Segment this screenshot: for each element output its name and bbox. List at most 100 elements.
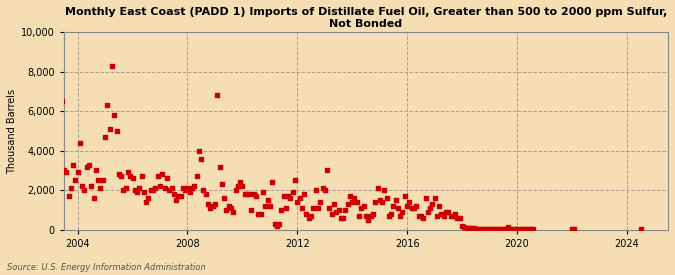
Point	[516, 227, 527, 231]
Point	[125, 174, 136, 178]
Point	[260, 204, 271, 208]
Point	[495, 227, 506, 231]
Point	[242, 192, 252, 196]
Point	[228, 210, 239, 214]
Point	[367, 212, 378, 216]
Point	[525, 227, 536, 231]
Point	[184, 190, 195, 194]
Point	[196, 156, 207, 161]
Point	[235, 180, 246, 185]
Point	[479, 227, 490, 231]
Point	[365, 214, 376, 218]
Point	[153, 174, 163, 178]
Point	[141, 200, 152, 204]
Point	[477, 227, 488, 231]
Point	[168, 192, 179, 196]
Point	[258, 190, 269, 194]
Point	[438, 214, 449, 218]
Point	[132, 190, 142, 194]
Point	[461, 226, 472, 230]
Point	[489, 227, 500, 231]
Point	[395, 214, 406, 218]
Point	[404, 200, 414, 204]
Point	[335, 216, 346, 220]
Point	[171, 198, 182, 202]
Point	[377, 200, 387, 204]
Point	[487, 227, 497, 231]
Point	[301, 212, 312, 216]
Point	[475, 227, 486, 231]
Point	[232, 184, 243, 188]
Point	[523, 227, 534, 231]
Point	[90, 168, 101, 173]
Point	[217, 182, 227, 186]
Point	[115, 174, 126, 178]
Point	[59, 168, 70, 173]
Point	[445, 214, 456, 218]
Point	[155, 184, 165, 188]
Point	[310, 188, 321, 192]
Point	[51, 123, 62, 127]
Point	[74, 141, 85, 145]
Point	[239, 192, 250, 196]
Point	[79, 188, 90, 192]
Point	[157, 172, 167, 177]
Point	[381, 196, 392, 200]
Point	[427, 202, 438, 206]
Point	[230, 188, 241, 192]
Point	[416, 214, 427, 218]
Point	[68, 162, 78, 167]
Point	[362, 218, 373, 222]
Point	[84, 162, 95, 167]
Point	[317, 186, 328, 191]
Point	[280, 206, 291, 210]
Point	[326, 212, 337, 216]
Point	[482, 227, 493, 231]
Point	[288, 190, 298, 194]
Title: Monthly East Coast (PADD 1) Imports of Distillate Fuel Oil, Greater than 500 to : Monthly East Coast (PADD 1) Imports of D…	[65, 7, 667, 29]
Point	[370, 200, 381, 204]
Point	[408, 206, 419, 210]
Point	[315, 200, 325, 204]
Point	[383, 214, 394, 218]
Point	[420, 196, 431, 200]
Point	[296, 206, 307, 210]
Point	[248, 192, 259, 196]
Point	[221, 208, 232, 212]
Point	[136, 174, 147, 178]
Point	[313, 206, 323, 210]
Point	[111, 129, 122, 133]
Point	[225, 206, 236, 210]
Point	[347, 200, 358, 204]
Point	[93, 178, 104, 183]
Point	[283, 194, 294, 198]
Point	[411, 204, 422, 208]
Point	[189, 184, 200, 188]
Point	[379, 188, 389, 192]
Point	[176, 194, 186, 198]
Point	[464, 226, 475, 230]
Point	[329, 202, 340, 206]
Point	[292, 200, 302, 204]
Point	[143, 196, 154, 200]
Point	[182, 186, 193, 191]
Point	[107, 64, 117, 68]
Point	[65, 186, 76, 191]
Point	[278, 194, 289, 198]
Point	[423, 210, 433, 214]
Point	[253, 212, 264, 216]
Point	[250, 194, 261, 198]
Point	[198, 188, 209, 192]
Point	[109, 113, 119, 117]
Point	[161, 176, 172, 181]
Point	[308, 206, 319, 210]
Point	[356, 206, 367, 210]
Point	[454, 216, 465, 220]
Point	[88, 196, 99, 200]
Point	[520, 227, 531, 231]
Point	[159, 186, 170, 191]
Point	[97, 178, 108, 183]
Point	[349, 196, 360, 200]
Point	[130, 188, 140, 192]
Point	[491, 227, 502, 231]
